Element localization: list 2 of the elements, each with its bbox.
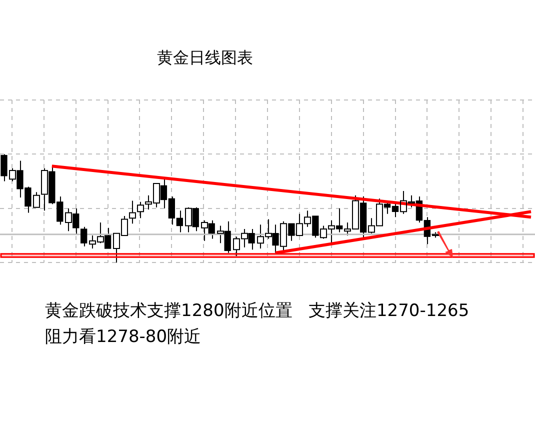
chart-title: 黄金日线图表 [156, 48, 254, 69]
text: 黄金跌破技术支撑1280附近位置 支撑关注1270-1265 阻力看1278-80附近 [45, 300, 470, 349]
